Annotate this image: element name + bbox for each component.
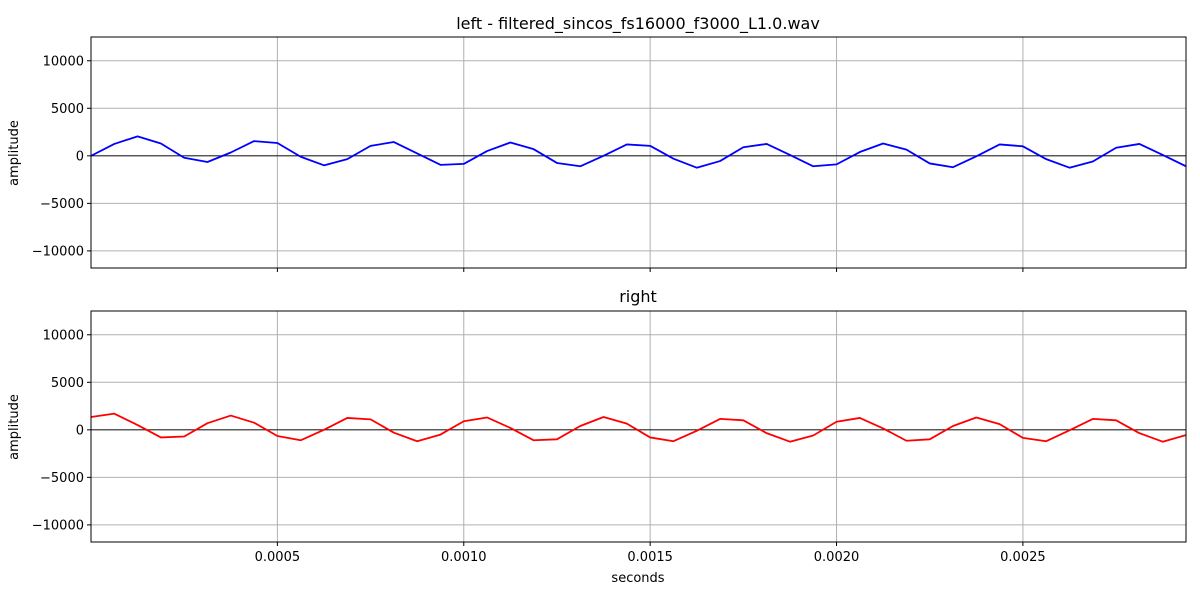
x-tick-label: 0.0020: [814, 550, 860, 565]
y-tick-label: 5000: [51, 102, 84, 117]
x-tick-label: 0.0010: [441, 550, 487, 565]
axes-frame: [90, 36, 1187, 269]
right-channel-panel: right amplitude seconds 10000 5000 0 −5000 −…: [7, 287, 1187, 586]
axes-frame: [90, 310, 1187, 543]
y-tick-label: 10000: [43, 54, 84, 69]
y-tick-label: 5000: [51, 376, 84, 391]
y-tick-label: −10000: [32, 244, 84, 259]
y-tick-label: −5000: [40, 197, 84, 212]
x-tick-label: 0.0015: [627, 550, 673, 565]
x-axis-label: seconds: [611, 571, 664, 586]
y-axis-label-right: amplitude: [7, 394, 22, 460]
series-line: [91, 412, 1186, 443]
left-channel-panel: left - filtered_sincos_fs16000_f3000_L1.…: [7, 14, 1187, 272]
y-tick-label: 0: [76, 149, 84, 164]
chart-title-right: right: [619, 287, 657, 306]
series-line: [91, 135, 1186, 169]
y-axis-label-left: amplitude: [7, 120, 22, 186]
y-tick-label: −5000: [40, 471, 84, 486]
x-tick-label: 0.0005: [255, 550, 301, 565]
y-tick-label: 0: [76, 423, 84, 438]
y-tick-label: −10000: [32, 518, 84, 533]
y-tick-label: 10000: [43, 328, 84, 343]
chart-title-left: left - filtered_sincos_fs16000_f3000_L1.…: [456, 14, 820, 34]
x-tick-label: 0.0025: [1000, 550, 1046, 565]
